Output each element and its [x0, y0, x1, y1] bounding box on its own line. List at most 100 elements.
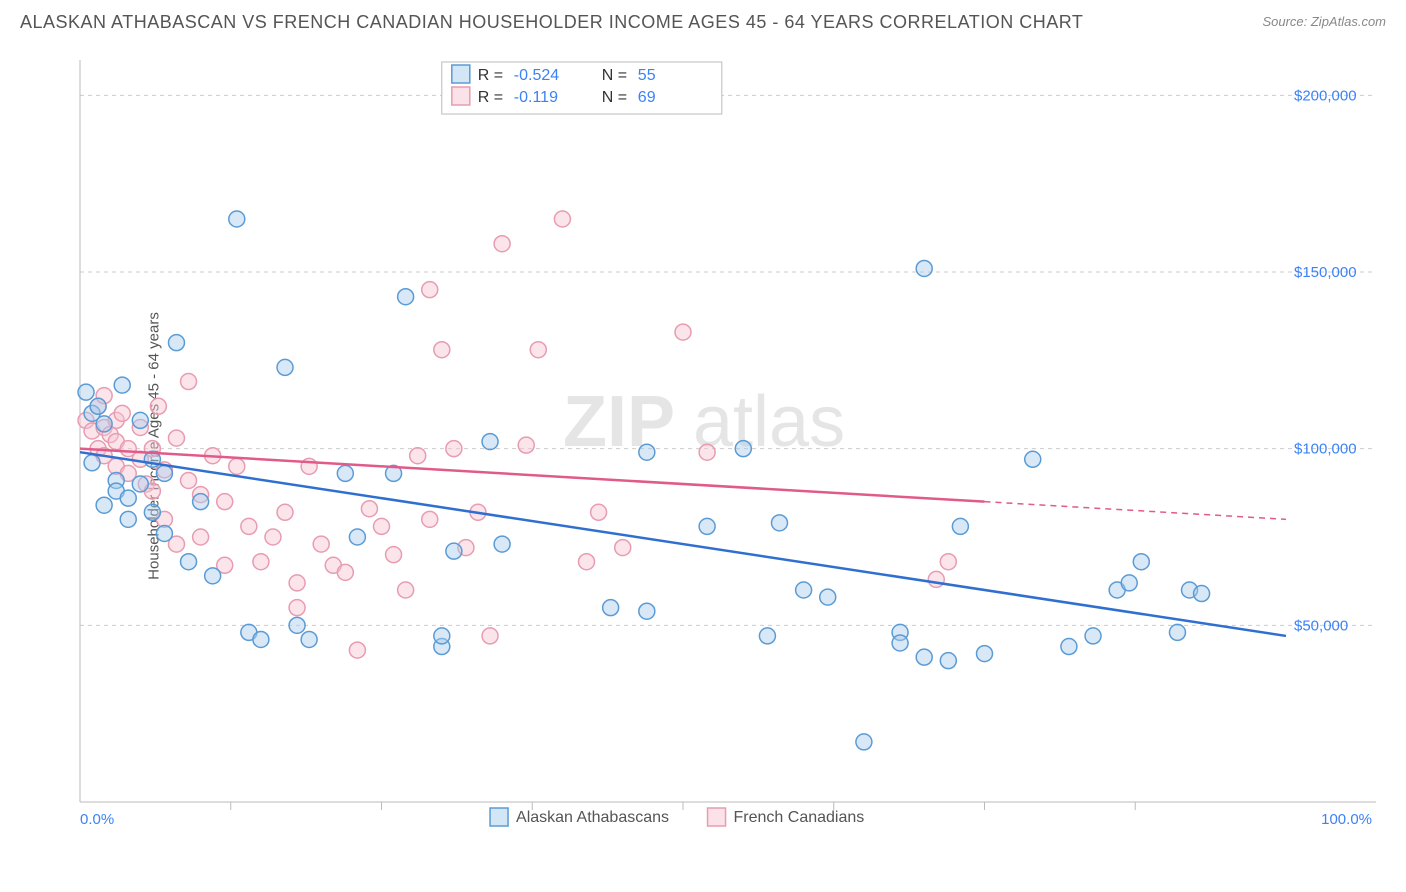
data-point [96, 416, 112, 432]
data-point [229, 458, 245, 474]
data-point [699, 518, 715, 534]
data-point [603, 600, 619, 616]
data-point [916, 260, 932, 276]
legend-swatch [452, 87, 470, 105]
plot-area: $50,000$100,000$150,000$200,000ZIPatlas0… [70, 50, 1376, 832]
legend-swatch [708, 808, 726, 826]
data-point [156, 525, 172, 541]
data-point [916, 649, 932, 665]
y-tick-label: $200,000 [1294, 87, 1357, 104]
data-point [699, 444, 715, 460]
data-point [241, 518, 257, 534]
data-point [735, 441, 751, 457]
data-point [796, 582, 812, 598]
data-point [114, 405, 130, 421]
data-point [349, 529, 365, 545]
legend-swatch [452, 65, 470, 83]
data-point [771, 515, 787, 531]
legend-series-name: Alaskan Athabascans [516, 809, 669, 826]
data-point [181, 374, 197, 390]
data-point [494, 536, 510, 552]
trend-line [80, 452, 1286, 636]
data-point [90, 398, 106, 414]
data-point [977, 646, 993, 662]
data-point [530, 342, 546, 358]
y-tick-label: $100,000 [1294, 441, 1357, 458]
data-point [591, 504, 607, 520]
data-point [615, 540, 631, 556]
data-point [253, 554, 269, 570]
data-point [928, 571, 944, 587]
trend-line-extrap [985, 502, 1287, 520]
data-point [446, 441, 462, 457]
data-point [675, 324, 691, 340]
data-point [952, 518, 968, 534]
data-point [150, 398, 166, 414]
data-point [349, 642, 365, 658]
y-tick-label: $50,000 [1294, 617, 1348, 634]
data-point [892, 635, 908, 651]
legend-swatch [490, 808, 508, 826]
data-point [820, 589, 836, 605]
data-point [120, 511, 136, 527]
data-point [289, 600, 305, 616]
data-point [434, 342, 450, 358]
data-point [856, 734, 872, 750]
legend-r-label: R = [478, 89, 503, 106]
legend-n-label: N = [602, 89, 627, 106]
chart-title: ALASKAN ATHABASCAN VS FRENCH CANADIAN HO… [20, 12, 1083, 32]
legend-r-value: -0.119 [514, 89, 558, 106]
data-point [422, 282, 438, 298]
data-point [410, 448, 426, 464]
scatter-plot-svg: $50,000$100,000$150,000$200,000ZIPatlas0… [70, 50, 1376, 832]
data-point [217, 494, 233, 510]
data-point [398, 289, 414, 305]
data-point [579, 554, 595, 570]
x-tick-label: 100.0% [1321, 811, 1372, 828]
data-point [301, 631, 317, 647]
data-point [193, 494, 209, 510]
data-point [940, 653, 956, 669]
data-point [114, 377, 130, 393]
data-point [422, 511, 438, 527]
legend-n-value: 55 [638, 67, 656, 84]
trend-line [80, 449, 985, 502]
data-point [446, 543, 462, 559]
data-point [1061, 639, 1077, 655]
legend-r-value: -0.524 [514, 67, 559, 84]
data-point [639, 603, 655, 619]
data-point [386, 547, 402, 563]
data-point [1169, 624, 1185, 640]
data-point [398, 582, 414, 598]
watermark: ZIP [563, 382, 675, 462]
data-point [639, 444, 655, 460]
data-point [144, 504, 160, 520]
data-point [168, 430, 184, 446]
data-point [277, 504, 293, 520]
data-point [1194, 586, 1210, 602]
data-point [518, 437, 534, 453]
data-point [168, 335, 184, 351]
data-point [193, 529, 209, 545]
data-point [337, 465, 353, 481]
data-point [1025, 451, 1041, 467]
data-point [1133, 554, 1149, 570]
data-point [361, 501, 377, 517]
data-point [253, 631, 269, 647]
data-point [78, 384, 94, 400]
data-point [482, 628, 498, 644]
x-tick-label: 0.0% [80, 811, 114, 828]
legend-n-label: N = [602, 67, 627, 84]
data-point [482, 434, 498, 450]
y-tick-label: $150,000 [1294, 264, 1357, 281]
data-point [120, 490, 136, 506]
legend-n-value: 69 [638, 89, 656, 106]
data-point [374, 518, 390, 534]
data-point [132, 412, 148, 428]
data-point [277, 359, 293, 375]
data-point [494, 236, 510, 252]
data-point [313, 536, 329, 552]
data-point [181, 554, 197, 570]
data-point [289, 575, 305, 591]
legend-series-name: French Canadians [734, 809, 865, 826]
